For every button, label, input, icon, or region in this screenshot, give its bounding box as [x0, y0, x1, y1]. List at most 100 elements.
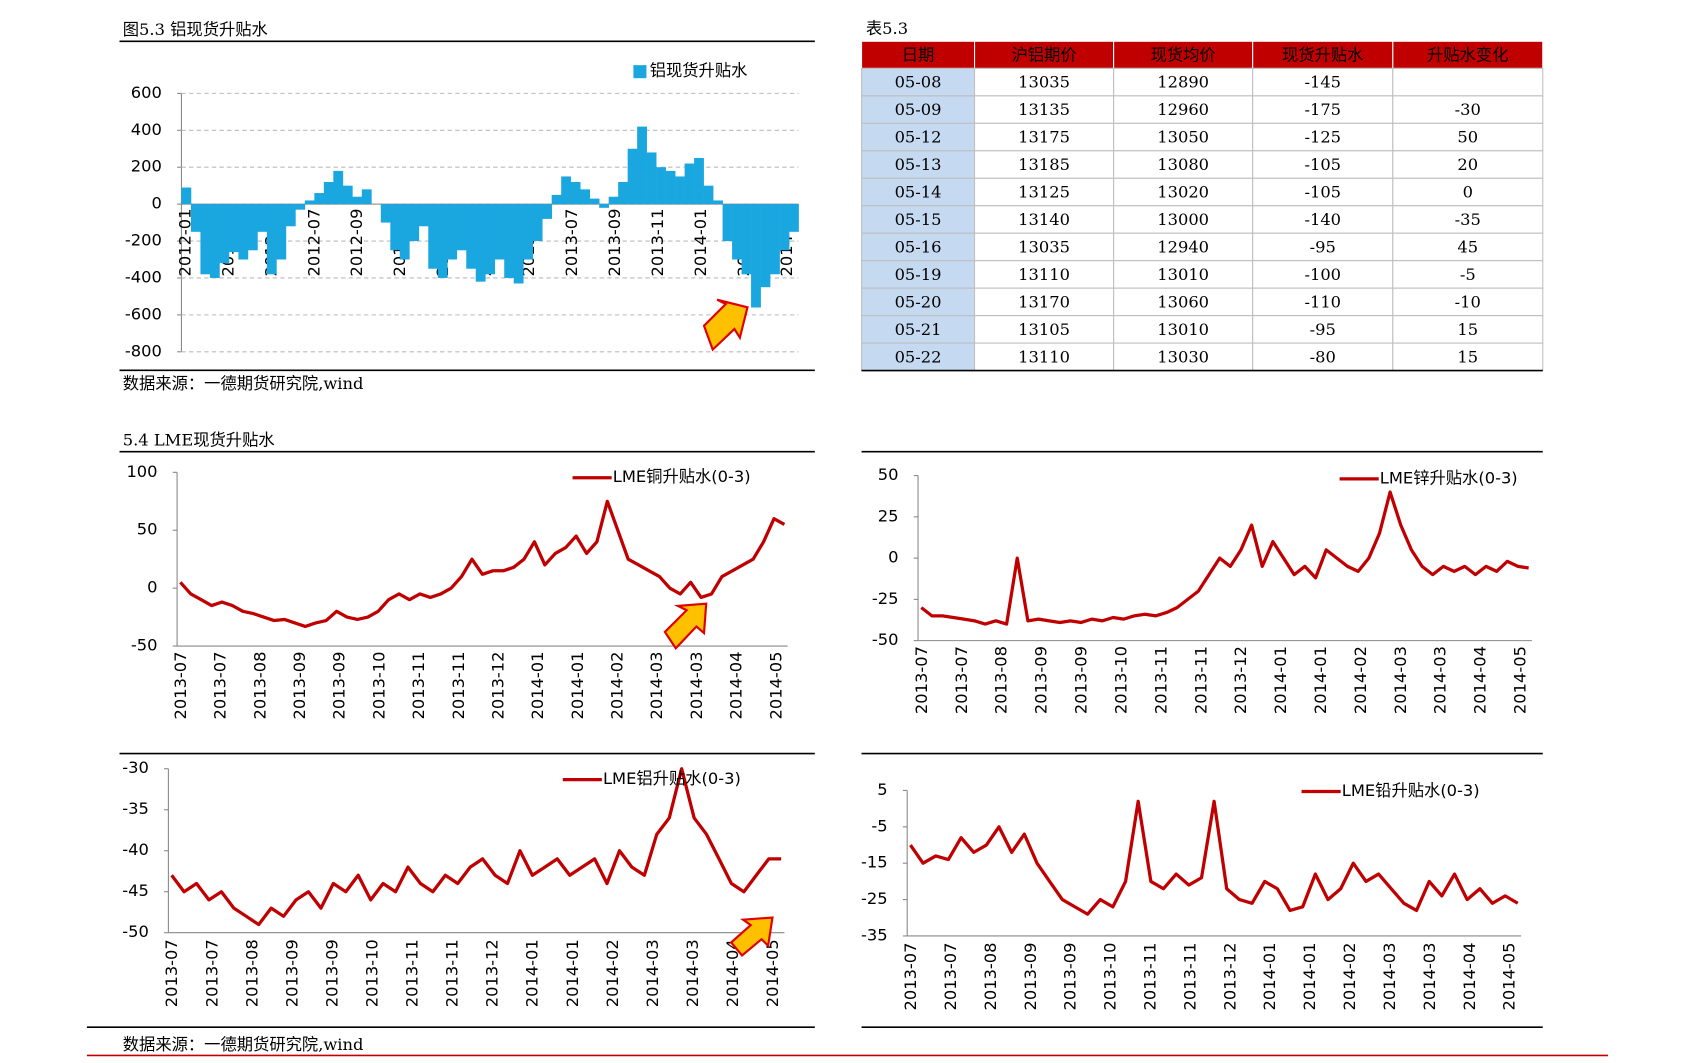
x-tick-label: 2014-01: [563, 939, 582, 1007]
cell-text: 13110: [1018, 347, 1070, 366]
y-tick-label: -30: [122, 758, 149, 777]
x-tick-label: 2014-05: [766, 651, 785, 719]
bar: [627, 148, 638, 205]
cell-text: 05-22: [895, 347, 942, 366]
y-tick-label: -15: [861, 853, 888, 872]
cell-text: -95: [1310, 320, 1336, 339]
bar: [589, 198, 600, 205]
cell-text: -30: [1455, 100, 1481, 119]
y-tick-label: -50: [872, 630, 899, 649]
y-tick-label: 100: [126, 462, 157, 481]
cell-text: 45: [1457, 238, 1478, 257]
bar: [390, 204, 401, 251]
y-tick-label: -45: [122, 881, 149, 900]
x-tick-label: 2013-09: [1021, 942, 1040, 1010]
cell: [1113, 150, 1254, 179]
bar: [580, 189, 591, 205]
y-tick-label: -200: [125, 231, 162, 250]
arrows: [663, 298, 774, 958]
x-tick-label: 2012-01: [175, 208, 194, 276]
cell-text: 12890: [1157, 73, 1209, 92]
y-tick-label: 0: [888, 548, 898, 567]
cell: [861, 287, 976, 317]
cell: [1113, 177, 1254, 207]
bar: [570, 181, 581, 205]
x-tick-label: 2012-09: [347, 208, 366, 276]
x-tick-label: 2013-07: [171, 651, 190, 719]
cell-text: 13035: [1018, 238, 1070, 257]
legend-label: LME锌升贴水(0-3): [1380, 468, 1518, 487]
legend-label: 铝现货升贴水: [650, 61, 748, 80]
cell: [974, 95, 1115, 124]
table-title: 表5.3: [866, 19, 908, 38]
x-tick-label: 2014-01: [1300, 942, 1319, 1010]
cell-text: 12940: [1157, 238, 1209, 257]
bar: [342, 185, 353, 205]
bar: [713, 200, 723, 205]
bar: [190, 204, 201, 232]
x-tick-label: 2014-05: [1500, 942, 1519, 1010]
bar: [257, 204, 268, 232]
y-tick-label: -40: [122, 840, 149, 859]
cell: [1252, 315, 1394, 344]
y-tick-label: 0: [152, 194, 162, 213]
x-tick-label: 2013-11: [403, 939, 422, 1007]
cell-text: 13010: [1157, 320, 1209, 339]
cell-text: 50: [1457, 128, 1478, 147]
source-note: 数据来源：一德期货研究院,wind: [123, 374, 364, 393]
bar: [361, 189, 372, 205]
cell-text: 13140: [1018, 210, 1070, 229]
x-tick-label: 2014-03: [1391, 646, 1410, 714]
cell-text: 05-13: [895, 155, 942, 174]
cell-text: 13125: [1018, 183, 1070, 202]
x-tick-label: 2014-04: [1460, 942, 1479, 1010]
bar: [428, 204, 439, 269]
cell-text: 13105: [1018, 320, 1070, 339]
cell: [1392, 205, 1544, 234]
bar: [760, 204, 771, 288]
bar: [494, 204, 505, 260]
legend-label: LME铅升贴水(0-3): [1342, 781, 1480, 800]
bar: [551, 194, 562, 205]
cell: [861, 205, 976, 234]
bar: [513, 204, 524, 284]
bar: [751, 204, 761, 308]
x-tick-label: 2013-07: [162, 939, 181, 1007]
bar: [637, 126, 647, 205]
cell: [974, 122, 1115, 152]
x-tick-label: 2014-03: [647, 651, 666, 719]
cell: [1392, 95, 1544, 124]
cell-text: -105: [1304, 183, 1341, 202]
x-tick-label: 2014-05: [763, 939, 782, 1007]
bar: [228, 204, 239, 253]
cell: [1252, 122, 1394, 152]
x-tick-label: 2013-09: [282, 939, 301, 1007]
y-tick-label: -600: [125, 304, 162, 323]
y-tick-label: 600: [131, 83, 162, 102]
cell: [974, 342, 1115, 372]
x-tick-label: 2013-11: [449, 651, 468, 719]
x-tick-label: 2013-09: [330, 651, 349, 719]
cell: [1113, 205, 1254, 234]
cell: [1392, 150, 1544, 179]
x-tick-label: 2013-12: [488, 651, 507, 719]
x-tick-label: 2013-07: [952, 646, 971, 714]
y-tick-label: 25: [878, 506, 899, 525]
cell: [1252, 205, 1394, 234]
x-tick-label: 2013-12: [1231, 646, 1250, 714]
cell-text: -125: [1304, 128, 1341, 147]
x-tick-label: 2013-12: [1220, 942, 1239, 1010]
x-tick-label: 2014-02: [603, 939, 622, 1007]
x-tick-label: 2013-11: [1151, 646, 1170, 714]
cell-text: -110: [1304, 292, 1341, 311]
y-tick-label: -50: [131, 636, 158, 655]
cell-text: 05-19: [895, 265, 942, 284]
cell-text: -105: [1304, 155, 1341, 174]
cell: [1252, 67, 1394, 97]
cell: [974, 150, 1115, 179]
x-tick-label: 2013-08: [242, 939, 261, 1007]
legend-label: LME铝升贴水(0-3): [603, 769, 741, 788]
bar: [380, 204, 391, 223]
section-title: 5.4 LME现货升贴水: [123, 430, 275, 449]
